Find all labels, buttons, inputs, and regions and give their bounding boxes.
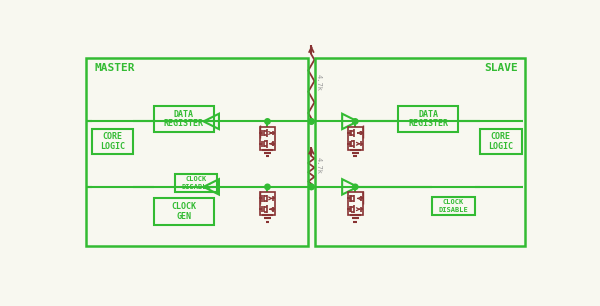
Circle shape bbox=[308, 184, 314, 189]
Circle shape bbox=[265, 184, 270, 189]
Circle shape bbox=[308, 184, 314, 189]
Bar bbox=[92, 129, 133, 154]
Bar bbox=[432, 197, 475, 215]
Bar bbox=[86, 58, 308, 246]
Bar bbox=[154, 106, 214, 132]
Text: 4.7k: 4.7k bbox=[316, 157, 322, 174]
Text: DATA: DATA bbox=[418, 110, 439, 119]
Bar bbox=[480, 129, 521, 154]
Text: GEN: GEN bbox=[176, 212, 191, 221]
Text: CLOCK: CLOCK bbox=[443, 199, 464, 205]
Text: CORE: CORE bbox=[103, 132, 122, 141]
Text: CLOCK: CLOCK bbox=[171, 202, 196, 211]
Bar bbox=[154, 198, 214, 225]
Text: CLOCK: CLOCK bbox=[185, 176, 207, 182]
Bar bbox=[315, 58, 524, 246]
Text: LOGIC: LOGIC bbox=[488, 142, 513, 151]
Text: REGISTER: REGISTER bbox=[409, 119, 448, 128]
Text: SLAVE: SLAVE bbox=[485, 62, 518, 73]
Circle shape bbox=[265, 119, 270, 124]
Circle shape bbox=[308, 119, 314, 124]
Circle shape bbox=[308, 119, 314, 124]
Bar bbox=[260, 127, 275, 150]
Text: 4.7k: 4.7k bbox=[316, 74, 322, 91]
Text: CORE: CORE bbox=[491, 132, 511, 141]
Bar bbox=[347, 127, 363, 150]
Text: DATA: DATA bbox=[173, 110, 194, 119]
Bar bbox=[347, 192, 363, 215]
Bar bbox=[260, 192, 275, 215]
Text: MASTER: MASTER bbox=[95, 62, 135, 73]
Text: DISABLE: DISABLE bbox=[439, 207, 468, 213]
Text: DISABLE: DISABLE bbox=[181, 184, 211, 190]
Circle shape bbox=[353, 184, 358, 189]
Bar bbox=[175, 174, 217, 192]
Bar bbox=[398, 106, 458, 132]
Circle shape bbox=[353, 119, 358, 124]
Text: REGISTER: REGISTER bbox=[164, 119, 203, 128]
Text: LOGIC: LOGIC bbox=[100, 142, 125, 151]
